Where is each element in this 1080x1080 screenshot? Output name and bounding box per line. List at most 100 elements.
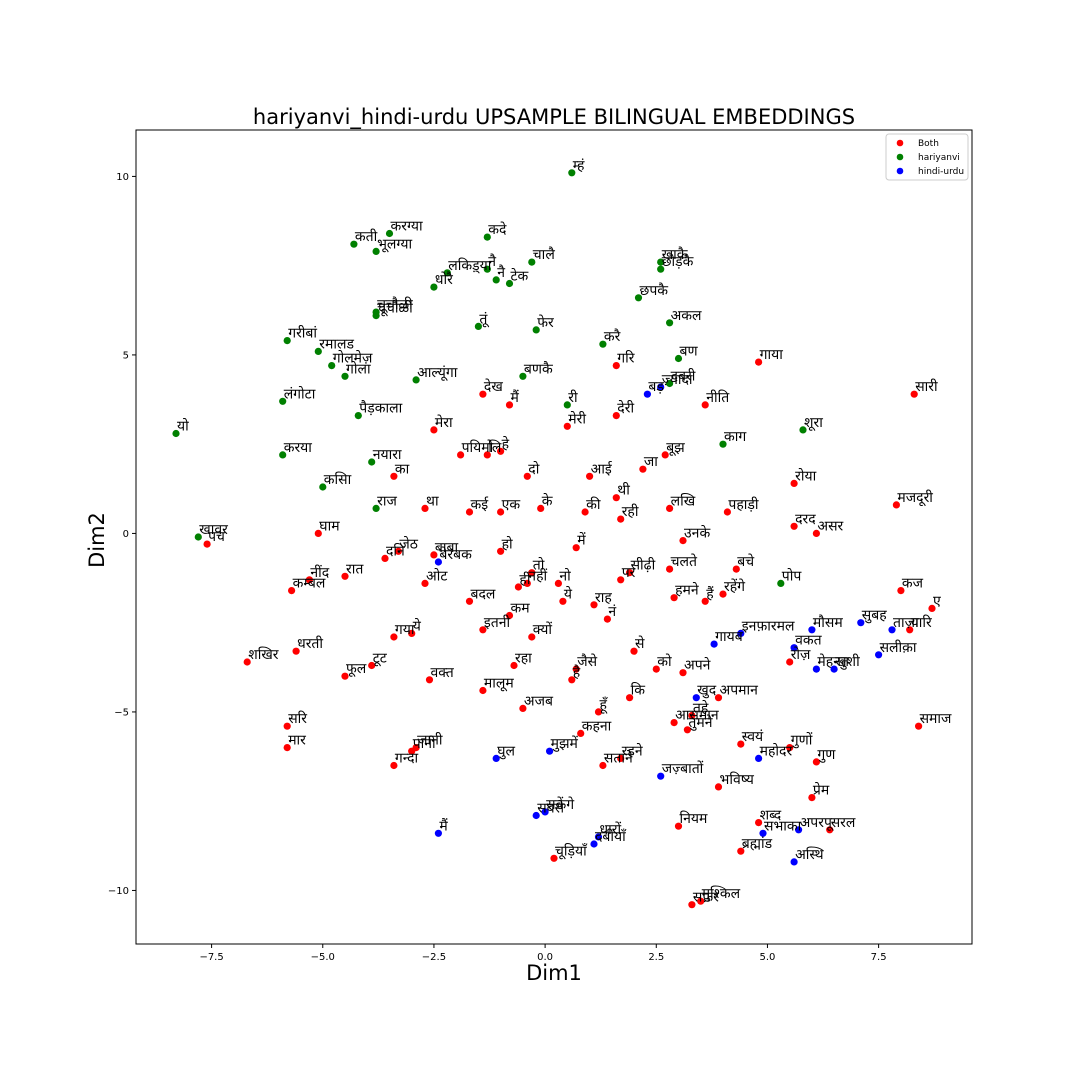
point-hindi-urdu-22 bbox=[795, 826, 803, 834]
point-hariyanvi-1 bbox=[350, 240, 358, 248]
point-hariyanvi-21 bbox=[314, 347, 322, 355]
point-label: गोला bbox=[346, 360, 371, 377]
point-label: पहाड़ी bbox=[728, 496, 759, 513]
point-label: कज bbox=[902, 576, 924, 592]
point-label: सताने bbox=[604, 750, 633, 767]
point-label: शूरा bbox=[804, 415, 823, 431]
point-label: लंगोटा bbox=[284, 385, 316, 402]
point-Both-34 bbox=[394, 547, 402, 555]
y-tick-label: 0 bbox=[123, 529, 129, 540]
point-label: ज़्यादा bbox=[662, 372, 693, 388]
point-label: गुण bbox=[817, 747, 836, 763]
point-label: करै bbox=[604, 328, 621, 345]
point-hariyanvi-28 bbox=[563, 401, 571, 409]
point-hindi-urdu-7 bbox=[888, 626, 896, 634]
point-label: समाज bbox=[920, 711, 952, 727]
point-label: बचे bbox=[737, 553, 755, 570]
point-label: मालूम bbox=[484, 676, 514, 692]
point-Both-14 bbox=[390, 472, 398, 480]
point-label: वक्त bbox=[431, 665, 455, 681]
x-tick-label: −7.5 bbox=[199, 952, 223, 963]
point-Both-39 bbox=[523, 579, 531, 588]
point-hariyanvi-37 bbox=[194, 533, 202, 541]
point-Both-60 bbox=[479, 626, 487, 634]
points-layer bbox=[172, 169, 936, 909]
point-label: मैं bbox=[439, 817, 448, 834]
point-Both-4 bbox=[612, 412, 620, 420]
point-label: राह bbox=[595, 590, 612, 606]
point-label: छपकै bbox=[640, 282, 669, 299]
point-label: दबरी bbox=[671, 368, 696, 385]
point-label: का bbox=[395, 461, 410, 477]
point-label: देख bbox=[484, 378, 503, 395]
point-label: आल्यूंगा bbox=[417, 365, 458, 381]
point-hariyanvi-36 bbox=[372, 504, 380, 512]
point-label: बणकै bbox=[524, 360, 553, 377]
point-label: वकत bbox=[795, 633, 823, 649]
point-hariyanvi-18 bbox=[666, 319, 674, 327]
point-hariyanvi-30 bbox=[172, 429, 180, 438]
point-label: म्हं bbox=[573, 158, 585, 174]
y-tick-label: −10 bbox=[108, 886, 129, 897]
point-label: नींद bbox=[310, 564, 329, 581]
point-label: घाम bbox=[319, 518, 340, 534]
point-hariyanvi-12 bbox=[430, 283, 438, 291]
point-hariyanvi-19 bbox=[599, 340, 607, 348]
x-axis-ticks: −7.5 −5.0 −2.5 0.0 2.5 5.0 7.5 bbox=[199, 944, 887, 963]
point-label: लकिड़्या bbox=[448, 257, 491, 274]
point-label: घुल bbox=[497, 743, 515, 759]
point-label: रात bbox=[346, 561, 364, 577]
x-tick-label: 2.5 bbox=[648, 952, 664, 963]
plot-frame bbox=[135, 129, 973, 945]
point-label: खुशी bbox=[835, 653, 860, 670]
point-label: पानी bbox=[413, 735, 436, 752]
point-hindi-urdu-19 bbox=[541, 808, 549, 816]
point-Both-46 bbox=[341, 572, 349, 580]
point-hariyanvi-33 bbox=[279, 451, 287, 459]
point-Both-0 bbox=[910, 390, 918, 398]
point-label: की bbox=[586, 496, 601, 513]
point-Both-62 bbox=[390, 633, 398, 641]
point-label: रहा bbox=[515, 651, 532, 667]
legend-marker-hariyanvi bbox=[896, 153, 904, 161]
point-label: अकल bbox=[671, 308, 702, 324]
point-label: खुद bbox=[697, 683, 716, 699]
point-hariyanvi-0 bbox=[568, 169, 576, 177]
point-hariyanvi-31 bbox=[799, 426, 807, 434]
point-label: तूं bbox=[479, 311, 489, 327]
point-label: सभाका bbox=[764, 818, 802, 834]
point-hindi-urdu-4 bbox=[737, 629, 745, 638]
point-hindi-urdu-8 bbox=[790, 644, 798, 652]
point-hariyanvi-27 bbox=[279, 397, 287, 405]
point-hariyanvi-16 bbox=[474, 322, 482, 330]
point-label: बड़ bbox=[648, 379, 664, 395]
point-label: असर bbox=[817, 518, 843, 534]
point-hariyanvi-39 bbox=[666, 379, 674, 388]
point-hindi-urdu-15 bbox=[657, 772, 665, 780]
point-label: नो bbox=[559, 567, 571, 584]
point-Both-20 bbox=[666, 504, 674, 512]
point-Both-87 bbox=[577, 729, 585, 738]
point-Both-24 bbox=[497, 508, 505, 516]
point-label: सुबह bbox=[862, 608, 887, 624]
legend-box bbox=[885, 133, 969, 181]
point-Both-43 bbox=[666, 565, 674, 573]
point-Both-79 bbox=[714, 694, 723, 702]
point-label: लि bbox=[488, 439, 502, 456]
point-Both-104 bbox=[688, 901, 696, 909]
legend-entries: Both hariyanvi hindi-urdu bbox=[896, 139, 964, 177]
point-Both-37 bbox=[572, 544, 580, 552]
point-label: टूट bbox=[373, 651, 388, 667]
point-label: गरीबां bbox=[288, 325, 317, 342]
point-label: बूझ bbox=[666, 440, 685, 456]
point-hariyanvi-23 bbox=[341, 372, 349, 380]
point-Both-103 bbox=[550, 854, 558, 862]
point-label: पयिमो bbox=[462, 439, 494, 456]
point-Both-83 bbox=[688, 711, 696, 720]
point-Both-81 bbox=[594, 708, 603, 716]
point-Both-85 bbox=[915, 722, 923, 730]
point-label: नं bbox=[608, 604, 616, 620]
point-Both-45 bbox=[305, 576, 313, 584]
point-Both-18 bbox=[892, 501, 901, 509]
point-label: ही bbox=[519, 571, 530, 588]
